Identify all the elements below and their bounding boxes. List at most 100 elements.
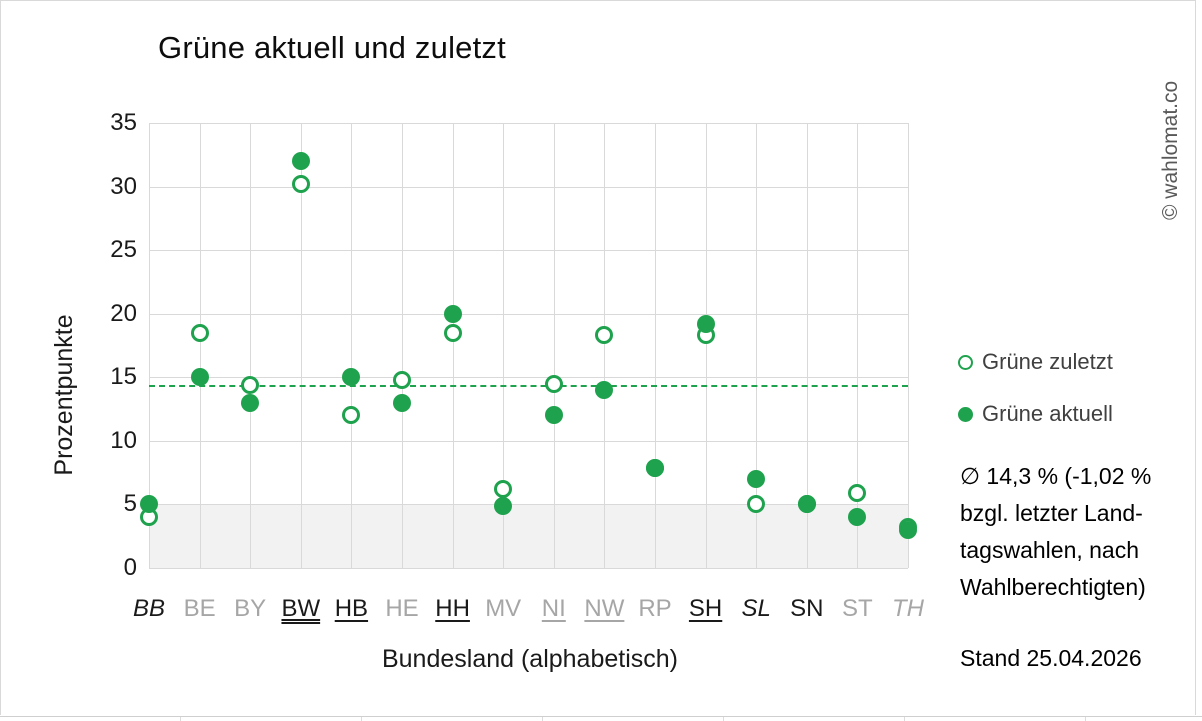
open-circle-icon xyxy=(958,354,973,370)
watermark-text: © wahlomat.co xyxy=(1159,80,1182,220)
point-aktuell-BB[interactable] xyxy=(140,495,158,514)
gridline-vertical xyxy=(300,123,302,568)
x-axis-label-text: HE xyxy=(385,595,419,622)
stand-date: Stand 25.04.2026 xyxy=(960,645,1142,671)
point-aktuell-RP[interactable] xyxy=(646,458,664,477)
point-zuletzt-HH[interactable] xyxy=(443,323,462,342)
gridline-horizontal xyxy=(149,186,908,188)
y-tick-label: 5 xyxy=(123,490,137,518)
legend: Grüne zuletzt Grüne aktuell xyxy=(958,348,1113,452)
x-axis-label-text: SH xyxy=(688,595,723,622)
sheet-cell-tick xyxy=(361,717,362,721)
x-axis-label-text: BB xyxy=(132,595,165,622)
point-zuletzt-HE[interactable] xyxy=(393,370,411,389)
point-zuletzt-BW[interactable] xyxy=(291,175,310,194)
point-zuletzt-SL[interactable] xyxy=(747,495,766,514)
gridline-vertical xyxy=(604,123,606,568)
point-zuletzt-BY[interactable] xyxy=(241,375,260,394)
x-axis-label-RP: RP xyxy=(627,595,683,623)
gridline-horizontal xyxy=(149,123,908,124)
x-axis-label-BW: BW xyxy=(273,595,329,623)
sheet-cell-tick xyxy=(542,717,543,721)
point-aktuell-BW[interactable] xyxy=(291,152,310,171)
y-axis-title: Prozentpunkte xyxy=(50,314,78,476)
average-annotation: ∅ 14,3 % (-1,02 % bzgl. letzter Land- ta… xyxy=(960,463,1152,600)
point-aktuell-BY[interactable] xyxy=(241,393,260,412)
frame-border-bottom xyxy=(0,716,1202,717)
x-axis-label-text: SL xyxy=(741,595,771,622)
gridline-vertical xyxy=(705,123,707,568)
gridline-horizontal xyxy=(149,313,908,315)
gridline-horizontal xyxy=(149,377,908,379)
gridline-vertical xyxy=(756,123,758,568)
sheet-cell-tick xyxy=(1085,717,1086,721)
gridline-vertical xyxy=(402,123,403,568)
x-axis-label-text: BE xyxy=(183,595,216,622)
legend-label: Grüne aktuell xyxy=(982,401,1113,426)
gridline-vertical xyxy=(553,123,555,568)
point-aktuell-ST[interactable] xyxy=(848,508,867,527)
y-tick-label: 25 xyxy=(110,236,137,264)
sheet-cell-tick xyxy=(180,717,181,721)
point-aktuell-SN[interactable] xyxy=(797,495,816,514)
x-axis-label-text: SN xyxy=(790,595,824,622)
gridline-vertical xyxy=(806,123,808,568)
gridline-horizontal xyxy=(149,568,908,569)
x-axis-label-text: ST xyxy=(842,595,873,622)
chart-title: Grüne aktuell und zuletzt xyxy=(158,30,506,65)
point-zuletzt-ST[interactable] xyxy=(848,483,867,502)
y-tick-label: 10 xyxy=(110,426,137,454)
sheet-cell-tick xyxy=(904,717,905,721)
gridline-horizontal xyxy=(149,440,908,442)
x-axis-label-text: BY xyxy=(234,595,267,622)
x-axis-label-text: TH xyxy=(892,595,924,622)
x-axis-label-text: HB xyxy=(334,595,369,622)
point-aktuell-NW[interactable] xyxy=(595,381,614,399)
filled-circle-icon xyxy=(958,406,973,422)
gridline-vertical xyxy=(503,123,505,568)
point-aktuell-BE[interactable] xyxy=(190,368,209,387)
x-axis-label-SH: SH xyxy=(678,595,734,623)
point-zuletzt-BE[interactable] xyxy=(190,323,209,342)
point-zuletzt-NI[interactable] xyxy=(544,374,563,393)
point-aktuell-TH[interactable] xyxy=(899,520,917,539)
point-zuletzt-HB[interactable] xyxy=(342,406,361,425)
x-axis-label-ST: ST xyxy=(829,595,885,623)
point-aktuell-HB[interactable] xyxy=(342,368,361,387)
gridline-vertical xyxy=(655,123,656,568)
x-axis-label-text: NI xyxy=(541,595,566,622)
x-axis-title: Bundesland (alphabetisch) xyxy=(381,645,679,673)
x-axis-label-BE: BE xyxy=(172,595,228,623)
point-zuletzt-MV[interactable] xyxy=(494,480,513,499)
average-line xyxy=(149,385,908,388)
y-tick-label: 0 xyxy=(123,554,137,581)
x-axis-label-text: MV xyxy=(485,595,522,622)
point-aktuell-SH[interactable] xyxy=(696,314,715,333)
x-axis-label-HE: HE xyxy=(374,595,430,623)
y-tick-label: 20 xyxy=(110,299,137,327)
shaded-band xyxy=(149,504,908,568)
x-axis-label-HH: HH xyxy=(425,595,481,623)
x-axis-label-SL: SL xyxy=(728,595,784,623)
x-axis-label-NI: NI xyxy=(526,595,582,623)
point-zuletzt-NW[interactable] xyxy=(595,326,614,345)
point-aktuell-SL[interactable] xyxy=(747,470,766,488)
point-aktuell-NI[interactable] xyxy=(544,406,563,425)
x-axis-label-text: HH xyxy=(435,595,470,622)
legend-item-aktuell[interactable]: Grüne aktuell xyxy=(958,400,1113,428)
x-axis-label-text: NW xyxy=(584,595,625,622)
x-axis-label-TH: TH xyxy=(880,595,936,623)
frame-border-right xyxy=(1195,0,1196,715)
gridline-vertical xyxy=(452,123,454,568)
x-axis-label-SN: SN xyxy=(779,595,835,623)
legend-item-zuletzt[interactable]: Grüne zuletzt xyxy=(958,348,1113,376)
sheet-cell-tick xyxy=(723,717,724,721)
x-axis-label-text: BW xyxy=(281,595,321,622)
legend-label: Grüne zuletzt xyxy=(982,349,1113,374)
point-aktuell-MV[interactable] xyxy=(494,496,513,515)
point-aktuell-HH[interactable] xyxy=(443,304,462,323)
point-aktuell-HE[interactable] xyxy=(393,393,411,412)
gridline-vertical xyxy=(250,123,252,568)
x-axis-label-BY: BY xyxy=(222,595,278,623)
